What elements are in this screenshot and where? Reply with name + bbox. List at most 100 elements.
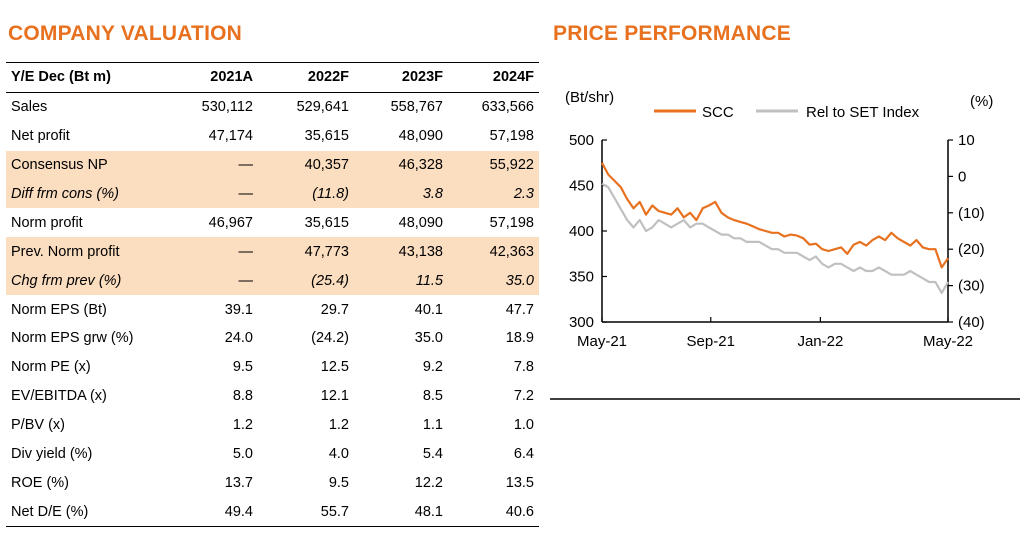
row-label: ROE (%)	[11, 474, 69, 491]
row-value: 43,138	[354, 237, 448, 267]
row-value: —	[166, 266, 258, 296]
row-value: 7.8	[513, 359, 534, 376]
row-value: 48,090	[398, 214, 443, 231]
left-tick-label: 350	[569, 269, 594, 286]
row-value: 529,641	[296, 99, 349, 116]
right-axis-label: (%)	[970, 93, 993, 110]
row-value: 35,615	[304, 128, 349, 145]
table-row: Norm profit 46,967 35,615 48,090 57,198	[6, 208, 539, 237]
chart-legend: SCC Rel to SET Index	[654, 104, 920, 121]
series-line-scc	[601, 162, 949, 269]
row-value: 40,357	[258, 150, 354, 180]
x-tick-label: Jan-22	[797, 333, 843, 350]
row-label: P/BV (x)	[11, 417, 65, 434]
header-cell: 2023F	[354, 62, 448, 93]
row-label: Net profit	[11, 128, 70, 145]
legend-label-rel: Rel to SET Index	[806, 104, 920, 121]
row-label: EV/EBITDA (x)	[11, 388, 107, 405]
x-tick-label: May-21	[577, 333, 627, 350]
table-row: Norm PE (x) 9.5 12.5 9.2 7.8	[6, 353, 539, 382]
row-label: Consensus NP	[6, 150, 166, 180]
row-value: 4.0	[328, 446, 349, 463]
legend-label-scc: SCC	[702, 104, 734, 121]
row-value: 48.1	[354, 497, 448, 528]
row-value: 6.4	[513, 446, 534, 463]
row-value: —	[166, 150, 258, 180]
row-value: 46,967	[208, 214, 253, 231]
row-value: 2.3	[448, 179, 539, 209]
row-label: Norm profit	[11, 214, 83, 231]
row-label: Norm PE (x)	[11, 359, 91, 376]
row-label: Prev. Norm profit	[6, 237, 166, 267]
row-value: 12.1	[320, 388, 349, 405]
row-value: 55,922	[448, 150, 539, 180]
table-row: Prev. Norm profit —47,773 43,138 42,363	[6, 237, 539, 267]
row-value: —	[166, 179, 258, 209]
table-row: Diff frm cons (%) — (11.8) 3.8 2.3	[6, 179, 539, 209]
row-value: 5.0	[232, 446, 253, 463]
row-value: 558,767	[390, 99, 443, 116]
row-value: 42,363	[448, 237, 539, 267]
left-axis-label: (Bt/shr)	[565, 89, 614, 106]
header-cell: Y/E Dec (Bt m)	[6, 62, 166, 93]
row-value: 1.1	[422, 417, 443, 434]
header-cell: 2022F	[258, 62, 354, 93]
x-tick-label: May-22	[923, 333, 973, 350]
row-label: Diff frm cons (%)	[6, 179, 166, 209]
row-value: 35,615	[304, 214, 349, 231]
row-value: 1.0	[513, 417, 534, 434]
x-tick-label: Sep-21	[687, 333, 735, 350]
table-row: Sales 530,112 529,641 558,767 633,566	[6, 92, 539, 121]
row-value: 11.5	[354, 266, 448, 296]
row-value: (11.8)	[258, 179, 354, 209]
row-value: 24.0	[224, 330, 253, 347]
row-value: 530,112	[201, 99, 253, 116]
row-value: 18.9	[505, 330, 534, 347]
row-value: 47,773	[258, 237, 354, 267]
table-row: Norm EPS grw (%) 24.0 (24.2) 35.0 18.9	[6, 324, 539, 353]
table-row: Div yield (%) 5.0 4.0 5.4 6.4	[6, 440, 539, 469]
left-tick-label: 400	[569, 223, 594, 240]
table-row: Chg frm prev (%) — (25.4) 11.5 35.0	[6, 266, 539, 296]
right-tick-label: (10)	[958, 205, 985, 222]
right-tick-label: (40)	[958, 314, 985, 331]
price-performance-chart: (Bt/shr) (%) SCC Rel to SET Index 300 350…	[565, 89, 993, 350]
row-value: 49.4	[166, 497, 258, 528]
row-value: 39.1	[224, 301, 253, 318]
row-value: 47.7	[505, 301, 534, 318]
series-line-rel-to-set	[601, 182, 949, 294]
row-label: Norm EPS (Bt)	[11, 301, 107, 318]
row-value: 633,566	[481, 99, 534, 116]
left-tick-label: 300	[569, 314, 594, 331]
row-value: 35.0	[414, 330, 443, 347]
right-tick-label: (20)	[958, 241, 985, 258]
row-value: —	[166, 237, 258, 267]
row-label: Norm EPS grw (%)	[11, 330, 134, 347]
row-value: 9.5	[232, 359, 253, 376]
table-row: Net D/E (%) 49.4 55.7 48.1 40.6	[6, 497, 539, 528]
row-value: 8.5	[422, 388, 443, 405]
row-label: Sales	[11, 99, 48, 116]
row-value: 55.7	[258, 497, 354, 528]
right-tick-label: 10	[958, 132, 975, 149]
left-tick-label: 450	[569, 178, 594, 195]
table-row: Net profit 47,174 35,615 48,090 57,198	[6, 122, 539, 151]
table-row: P/BV (x) 1.2 1.2 1.1 1.0	[6, 411, 539, 440]
row-value: 57,198	[489, 214, 534, 231]
price-performance-title: PRICE PERFORMANCE	[553, 22, 791, 45]
valuation-table: Y/E Dec (Bt m) 2021A 2022F 2023F 2024F S…	[6, 62, 539, 528]
row-label: Chg frm prev (%)	[6, 266, 166, 296]
chart-axes: 300 350 400 450 500 (40) (30) (20) (10) 0 10 May-21…	[569, 132, 985, 350]
row-value: 9.2	[422, 359, 443, 376]
row-value: 40.1	[414, 301, 443, 318]
valuation-table-body: Sales 530,112 529,641 558,767 633,566 Net pro…	[6, 92, 539, 528]
row-value: 12.2	[414, 474, 443, 491]
company-valuation-title: COMPANY VALUATION	[8, 22, 243, 45]
row-label: Net D/E (%)	[6, 497, 166, 528]
row-value: 13.5	[505, 474, 534, 491]
valuation-header-row: Y/E Dec (Bt m) 2021A 2022F 2023F 2024F	[6, 62, 539, 93]
header-cell: 2021A	[166, 62, 258, 93]
row-value: 46,328	[354, 150, 448, 180]
section-divider	[550, 398, 1020, 400]
row-value: 5.4	[422, 446, 443, 463]
